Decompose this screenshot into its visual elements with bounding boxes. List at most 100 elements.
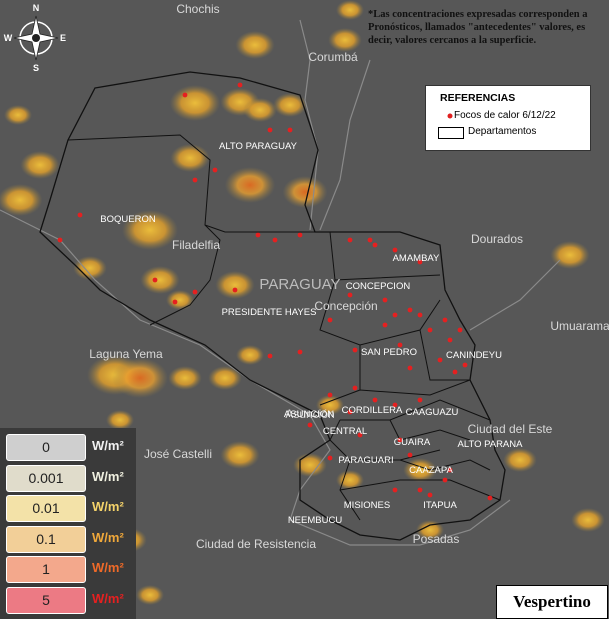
fire-point — [397, 437, 403, 443]
concentration-blob — [550, 241, 590, 269]
compass-east: E — [60, 33, 66, 43]
concentration-blob — [140, 266, 180, 294]
fire-point — [437, 357, 443, 363]
fire-point — [297, 232, 303, 238]
fire-point — [427, 327, 433, 333]
city-label: Filadelfia — [172, 238, 220, 252]
department-label: MISIONES — [344, 500, 390, 511]
country-label: PARAGUAY — [259, 276, 340, 293]
department-label: ITAPUA — [423, 500, 457, 511]
concentration-blob — [106, 410, 134, 430]
concentration-blob — [122, 210, 178, 250]
concentration-blob — [112, 358, 168, 398]
fire-point — [287, 127, 293, 133]
scale-row: 5 W/m² — [6, 586, 132, 614]
concentration-blob — [336, 470, 364, 490]
department-label: PRESIDENTE HAYES — [222, 307, 317, 318]
legend-item: Departamentos — [468, 126, 537, 137]
city-label: Posadas — [413, 532, 460, 546]
scale-row: 1 W/m² — [6, 556, 132, 583]
concentration-blob — [328, 28, 362, 52]
fire-point — [427, 492, 433, 498]
department-label: CAAZAPA — [409, 465, 453, 476]
concentration-blob — [136, 585, 164, 605]
note: *Las concentraciones expresadas correspo… — [368, 9, 588, 46]
country-border — [39, 71, 506, 541]
scale-row: 0.01 W/m² — [6, 495, 132, 522]
fire-point — [452, 369, 458, 375]
concentration-blob — [316, 395, 344, 415]
fire-point — [397, 342, 403, 348]
scale-unit: W/m² — [92, 438, 124, 453]
fire-point — [347, 409, 353, 415]
department-label: ALTO PARAGUAY — [219, 141, 298, 152]
concentration-blob — [169, 85, 221, 121]
fire-point — [392, 312, 398, 318]
city-label: Asunción — [285, 407, 334, 421]
fire-point — [352, 347, 358, 353]
department-label: CAAGUAZU — [406, 407, 459, 418]
city-label: Umuarama — [550, 319, 609, 333]
fire-point — [462, 362, 468, 368]
concentration-blob — [571, 508, 605, 532]
fire-point — [327, 392, 333, 398]
legend-swatch — [438, 127, 464, 139]
fire-point — [407, 307, 413, 313]
fire-point — [392, 402, 398, 408]
concentration-blob — [20, 151, 60, 179]
legend-item: Focos de calor 6/12/22 — [454, 110, 556, 121]
scale-unit: W/m² — [92, 590, 124, 606]
fire-point — [357, 432, 363, 438]
department-label: BOQUERON — [100, 214, 156, 225]
fire-point — [152, 277, 158, 283]
compass-south: S — [33, 63, 39, 73]
fire-point — [442, 477, 448, 483]
fire-point — [172, 299, 178, 305]
fire-point — [372, 242, 378, 248]
fire-point — [255, 232, 261, 238]
concentration-blob — [224, 167, 276, 203]
fire-point — [447, 467, 453, 473]
city-label: José Castelli — [144, 447, 212, 461]
fire-point — [347, 237, 353, 243]
department-label: GUAIRA — [394, 437, 431, 448]
department-label: ASUNCION — [284, 409, 334, 420]
river — [0, 19, 561, 546]
fire-point — [372, 397, 378, 403]
period-label: Vespertino — [496, 585, 608, 619]
fire-point — [307, 422, 313, 428]
concentration-blob — [273, 93, 307, 117]
concentration-blob — [243, 98, 277, 122]
scale-level: 5 — [6, 586, 86, 614]
department-label: NEEMBUCU — [288, 515, 343, 526]
department-label: CORDILLERA — [342, 405, 403, 416]
concentration-blob — [282, 176, 328, 208]
scale-level: 0.001 — [6, 464, 86, 492]
fire-point — [327, 317, 333, 323]
compass: N S E W — [4, 3, 66, 73]
fire-point — [192, 177, 198, 183]
fire-point — [417, 397, 423, 403]
fire-point — [392, 247, 398, 253]
fire-point — [417, 259, 423, 265]
scale-unit: W/m² — [92, 529, 124, 545]
city-label: Concepción — [314, 299, 377, 313]
city-label: Ciudad de Resistencia — [196, 537, 316, 551]
scale-unit: W/m² — [92, 560, 124, 575]
concentration-blob — [236, 345, 264, 365]
concentration-blob — [503, 448, 537, 472]
concentration-blob — [0, 184, 43, 216]
fire-point — [347, 292, 353, 298]
legend-title: REFERENCIAS — [440, 92, 516, 104]
concentration-blob — [416, 520, 444, 540]
concentration-blob — [170, 144, 210, 172]
legend: REFERENCIAS Focos de calor 6/12/22 Depar… — [425, 85, 591, 151]
compass-west: W — [4, 33, 13, 43]
fire-point — [212, 167, 218, 173]
scale-unit: W/m² — [92, 468, 124, 484]
department-label: ALTO PARANA — [458, 439, 524, 450]
fire-point — [192, 289, 198, 295]
department-label: PARAGUARI — [338, 455, 393, 466]
fire-point — [447, 337, 453, 343]
